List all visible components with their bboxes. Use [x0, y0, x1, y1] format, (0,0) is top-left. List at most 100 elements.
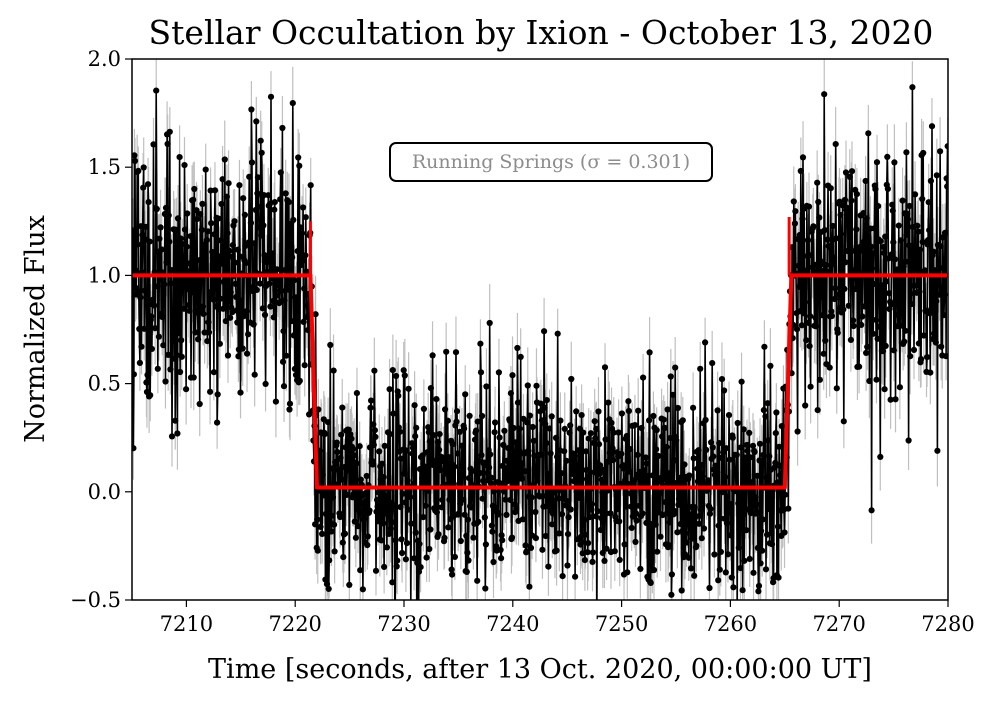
data-point [163, 259, 170, 266]
data-point [139, 231, 146, 239]
data-point [221, 156, 228, 163]
data-point [253, 118, 260, 125]
data-point [828, 312, 836, 320]
data-point [876, 323, 883, 330]
data-point [637, 565, 644, 573]
data-point [724, 493, 731, 500]
data-point [420, 405, 427, 412]
data-point [755, 582, 763, 590]
data-point [676, 474, 683, 481]
data-point [730, 584, 737, 591]
data-point [869, 265, 876, 272]
data-point [300, 318, 307, 325]
data-point [165, 351, 172, 358]
data-point [609, 445, 616, 452]
data-point [246, 173, 253, 180]
data-point [583, 466, 590, 474]
data-point [628, 503, 635, 510]
data-point [875, 203, 882, 210]
data-point [443, 470, 450, 477]
data-point [777, 472, 784, 479]
data-point [327, 341, 334, 349]
data-point [201, 241, 208, 248]
data-point [270, 314, 277, 321]
data-point [238, 297, 245, 304]
data-point [933, 298, 940, 305]
data-point [293, 294, 300, 301]
data-point [674, 529, 681, 536]
data-point [938, 343, 945, 350]
data-point [260, 192, 267, 199]
data-point [582, 448, 590, 455]
data-point [518, 475, 525, 482]
data-point [464, 549, 471, 556]
data-point [375, 518, 382, 525]
data-point [523, 548, 530, 555]
data-point [389, 367, 396, 374]
data-point [408, 601, 414, 607]
data-point [258, 232, 265, 239]
data-point [462, 391, 469, 398]
data-point [552, 434, 560, 441]
data-point [714, 407, 721, 414]
data-point [235, 353, 242, 360]
data-point [889, 207, 896, 214]
data-point [820, 350, 827, 357]
data-point [226, 247, 233, 254]
data-point [188, 289, 195, 296]
data-point [940, 264, 947, 271]
data-point [586, 514, 593, 521]
data-point [827, 185, 834, 192]
data-point [610, 429, 617, 436]
data-point [351, 518, 358, 525]
data-point [191, 185, 198, 193]
data-point [754, 472, 761, 479]
data-point [856, 363, 863, 370]
data-point [549, 510, 556, 517]
data-point [407, 494, 414, 501]
data-point [861, 237, 869, 244]
data-point [477, 369, 485, 376]
data-point [500, 488, 507, 495]
data-point [832, 141, 839, 148]
data-point [338, 476, 345, 483]
data-point [196, 400, 203, 408]
data-point [543, 397, 550, 404]
data-point [841, 196, 849, 204]
data-point [812, 314, 819, 321]
data-point [353, 460, 360, 467]
data-point [913, 265, 920, 272]
data-point [556, 530, 563, 537]
data-point [774, 523, 782, 530]
data-point [315, 406, 322, 413]
data-point [903, 149, 910, 156]
data-point [427, 385, 434, 392]
data-point [247, 219, 254, 227]
data-point [547, 450, 554, 457]
data-point [710, 453, 717, 460]
data-point [864, 276, 871, 283]
data-point [572, 469, 579, 476]
data-point [366, 507, 373, 514]
data-point [473, 427, 480, 434]
data-point [696, 520, 703, 527]
data-point [204, 338, 211, 345]
data-point [715, 522, 722, 529]
data-point [173, 352, 180, 359]
data-point [932, 339, 939, 346]
data-point [148, 345, 155, 352]
data-point [785, 505, 792, 512]
data-point [682, 530, 689, 537]
data-point [273, 266, 281, 273]
data-point [225, 180, 232, 187]
data-point [330, 367, 337, 374]
data-point [763, 474, 770, 481]
data-point [402, 499, 409, 506]
data-point [390, 503, 397, 510]
data-point [458, 442, 465, 449]
data-point [578, 412, 585, 419]
data-point [223, 193, 230, 200]
data-point [216, 340, 223, 347]
data-point [643, 460, 651, 467]
data-point [306, 411, 313, 418]
